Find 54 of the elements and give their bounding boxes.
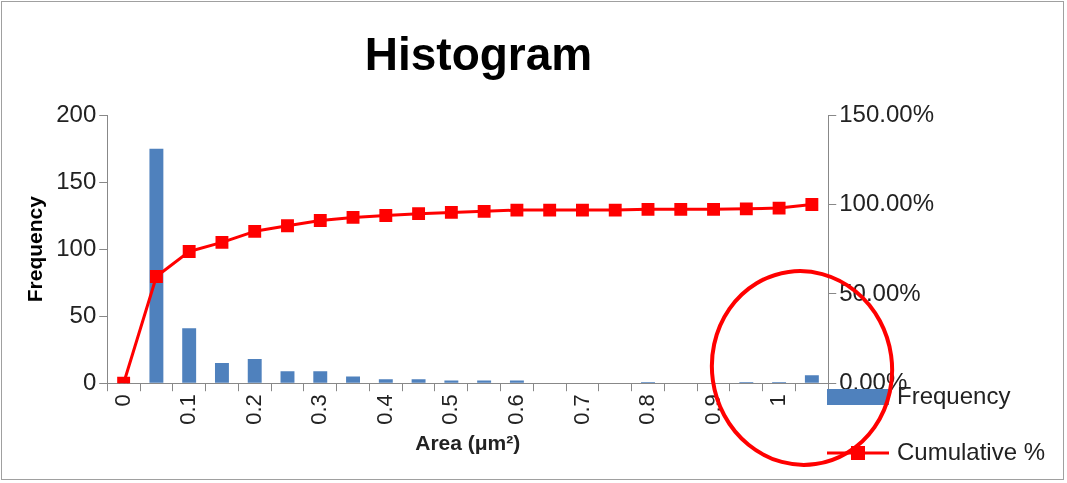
bar [444, 380, 459, 383]
point [805, 198, 819, 211]
point [379, 208, 393, 222]
point [444, 205, 458, 219]
bar [247, 359, 262, 383]
bar [214, 363, 229, 383]
bar [280, 371, 295, 383]
point [182, 245, 196, 258]
point [543, 203, 557, 217]
point [707, 202, 720, 216]
y2-tick-label: 150.00% [839, 99, 934, 127]
point [739, 202, 753, 216]
y-tick-label: 150 [56, 166, 97, 194]
bar [411, 379, 426, 383]
x-tick-label: 0.1 [175, 394, 201, 425]
y2-tick-label: 100.00% [839, 189, 934, 217]
point [641, 202, 655, 216]
x-tick-label: 0.5 [437, 394, 463, 425]
chart-title: Histogram [364, 28, 593, 81]
x-tick-label: 0 [109, 394, 135, 407]
point [510, 203, 524, 217]
bar [804, 375, 819, 383]
y-axis-title: Frequency [23, 195, 47, 303]
x-tick-label: 0.3 [306, 394, 332, 425]
x-tick-label: 0.2 [240, 394, 266, 425]
point [313, 213, 327, 227]
point [149, 270, 163, 283]
legend-label: Cumulative % [897, 437, 1046, 465]
x-tick-label: 0.8 [634, 394, 660, 425]
point [215, 235, 229, 249]
point [346, 210, 360, 224]
point [477, 204, 491, 218]
point [772, 201, 786, 215]
point [608, 203, 622, 217]
bar [346, 376, 361, 383]
bar [313, 371, 328, 383]
x-tick-label: 0.6 [502, 394, 528, 425]
bar [509, 380, 524, 383]
point [281, 219, 294, 233]
bar [149, 148, 164, 383]
y-tick-label: 200 [56, 99, 97, 127]
x-tick-label: 0.7 [568, 394, 594, 425]
y-tick-label: 50 [69, 300, 97, 328]
bar [477, 380, 492, 383]
x-axis-title: Area (μm²) [415, 431, 521, 455]
point [674, 202, 688, 216]
y-tick-label: 100 [56, 233, 97, 261]
point [576, 203, 589, 217]
point [412, 207, 426, 221]
point [248, 224, 262, 238]
x-tick-label: 0.4 [371, 394, 397, 425]
x-tick-label: 1 [765, 394, 791, 407]
bar [182, 328, 197, 383]
bar [378, 379, 393, 383]
